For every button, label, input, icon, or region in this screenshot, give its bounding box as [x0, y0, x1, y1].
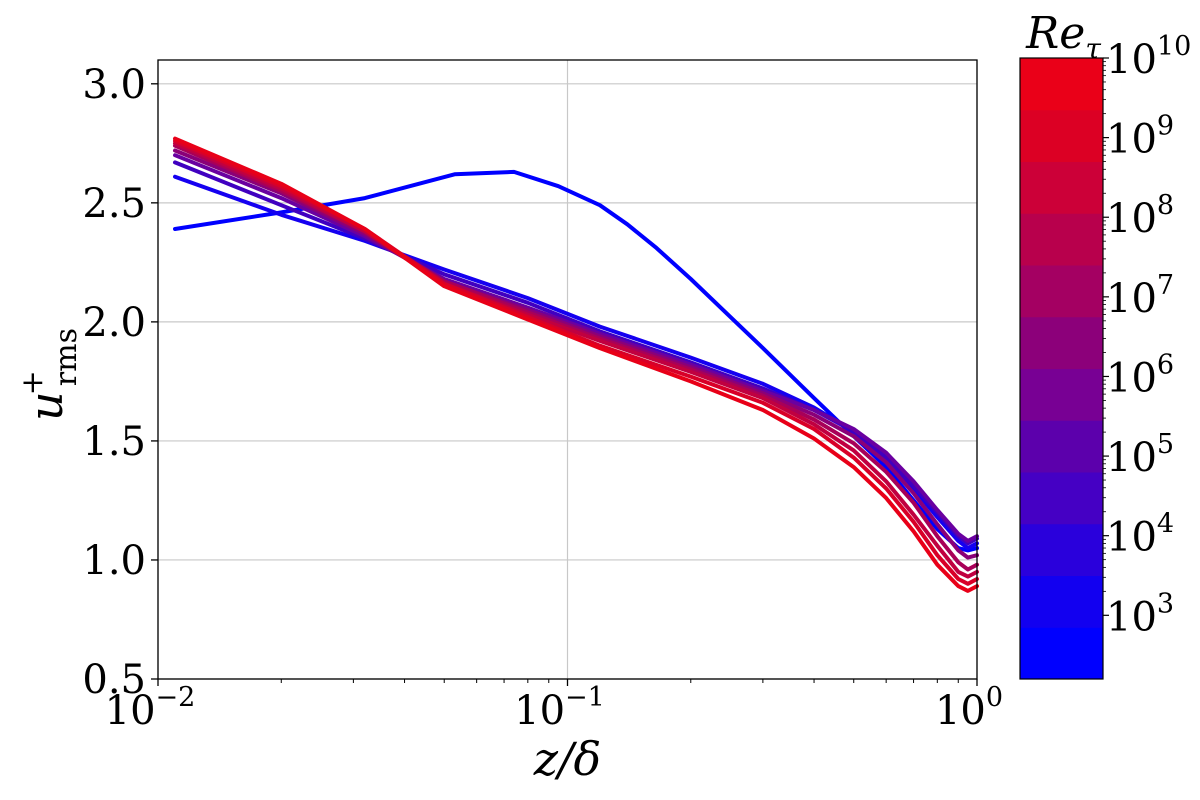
colorbar-band	[1020, 575, 1103, 628]
colorbar-tick-label: 108	[1106, 190, 1174, 242]
colorbar: 103 104 105 106 107 108 109 1010	[1019, 31, 1191, 680]
x-axis-ticks: 10−2 10−1 100	[105, 679, 1003, 734]
series-line-4	[173, 153, 979, 543]
x-tick-label: 10−2	[105, 682, 196, 734]
x-tick-label: 10−1	[514, 682, 605, 734]
y-axis-label-base: u	[19, 391, 73, 421]
y-tick-label: 2.5	[82, 181, 146, 227]
series-line-1	[173, 169, 979, 553]
colorbar-band	[1020, 213, 1103, 266]
colorbar-tick-label: 107	[1106, 270, 1174, 322]
colorbar-band	[1020, 265, 1103, 318]
colorbar-tick-label: 103	[1106, 588, 1174, 640]
y-tick-label: 1.0	[82, 538, 146, 584]
grid	[157, 60, 978, 680]
series-line-8	[173, 138, 979, 586]
svg-text:u+rms: u+rms	[15, 328, 84, 421]
series-line-9	[173, 136, 979, 593]
colorbar-title-sub: τ	[1085, 32, 1101, 65]
colorbar-band	[1020, 316, 1103, 369]
y-tick-label: 2.0	[82, 300, 146, 346]
y-axis-ticks: 0.5 1.0 1.5 2.0 2.5 3.0	[82, 62, 158, 703]
y-axis-label: u+rms	[15, 328, 84, 421]
series-line-2	[173, 174, 979, 551]
colorbar-tick-label: 109	[1106, 111, 1174, 163]
y-tick-label: 0.5	[82, 657, 146, 703]
colorbar-title: Reτ	[1025, 8, 1101, 65]
colorbar-tick-label: 1010	[1106, 31, 1191, 83]
colorbar-band	[1020, 627, 1103, 680]
colorbar-frame	[1019, 57, 1104, 680]
colorbar-tick-label: 104	[1106, 509, 1174, 561]
y-axis-label-sup: +	[15, 370, 50, 395]
y-axis-label-sub: rms	[49, 328, 84, 386]
colorbar-tick-label: 105	[1106, 429, 1174, 481]
colorbar-band	[1020, 472, 1103, 525]
colorbar-tick-label: 106	[1106, 349, 1174, 401]
colorbar-band	[1020, 58, 1103, 111]
series-lines	[173, 136, 979, 593]
colorbar-band	[1020, 523, 1103, 576]
y-tick-label: 3.0	[82, 62, 146, 108]
y-tick-label: 1.5	[82, 419, 146, 465]
colorbar-band	[1020, 109, 1103, 162]
colorbar-band	[1020, 368, 1103, 421]
colorbar-band	[1020, 420, 1103, 473]
colorbar-title-base: Re	[1025, 8, 1085, 59]
x-tick-label: 100	[935, 682, 1003, 734]
x-axis-label: z/δ	[533, 732, 601, 786]
colorbar-band	[1020, 161, 1103, 214]
